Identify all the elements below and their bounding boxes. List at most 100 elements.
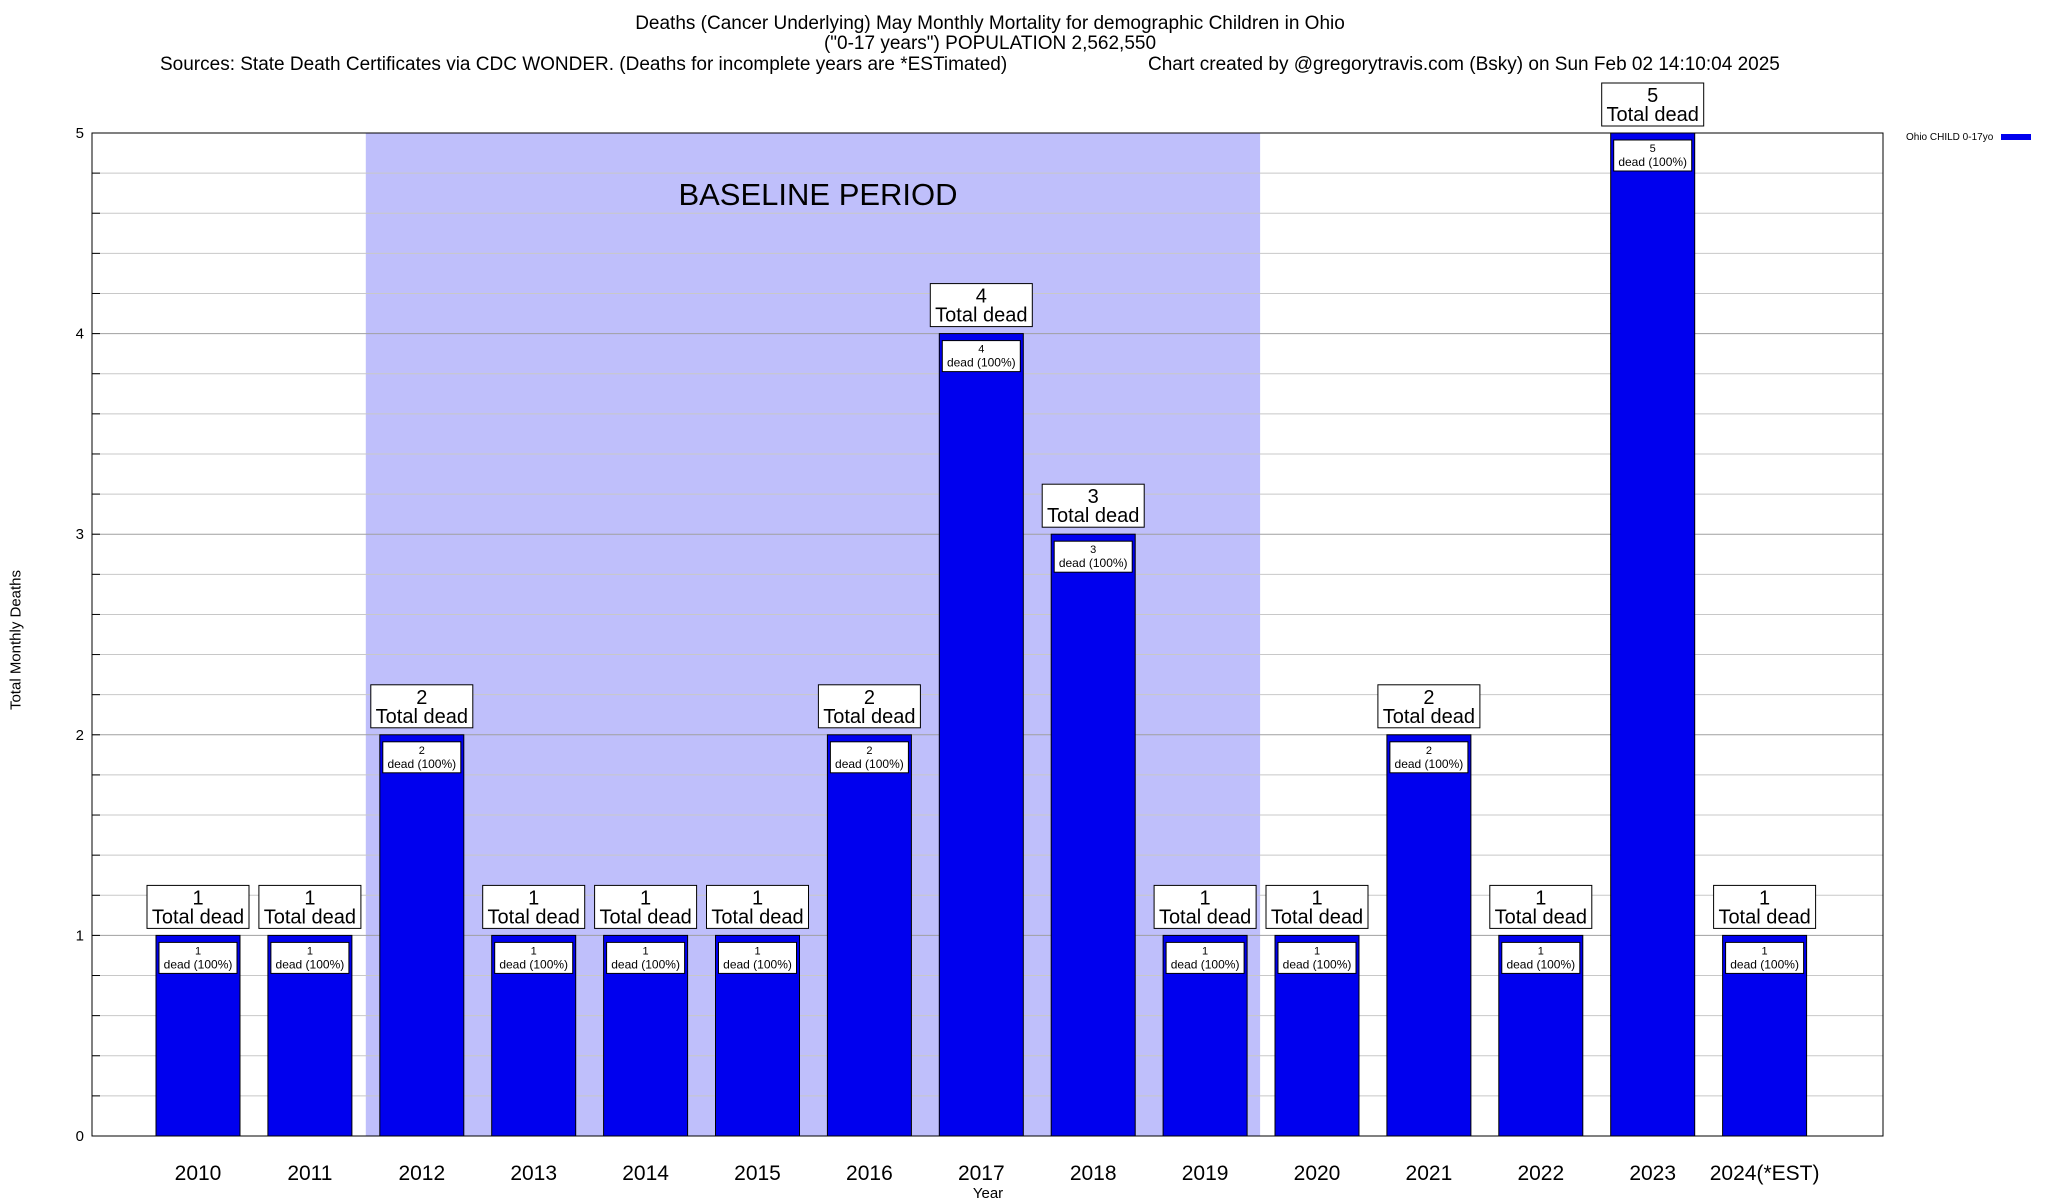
bar-2017	[938, 333, 1024, 1137]
inner-label-box	[1613, 139, 1693, 172]
total-label-count: 4	[976, 286, 987, 308]
inner-label-text: dead (100%)	[723, 957, 792, 971]
x-tick-label: 2011	[287, 1162, 332, 1185]
total-label-count: 1	[304, 887, 315, 909]
plot-frame	[91, 132, 1884, 1137]
total-label-count: 1	[192, 887, 203, 909]
x-tick-label: 2022	[1517, 1162, 1564, 1185]
legend: Ohio CHILD 0-17yo	[1906, 130, 2032, 144]
inner-label-box	[158, 941, 238, 974]
y-tick-label: 1	[76, 927, 84, 944]
inner-label-box	[829, 741, 909, 774]
inner-label-box	[1277, 941, 1357, 974]
y-tick-label: 3	[76, 526, 84, 543]
total-label-text: Total dead	[1718, 906, 1810, 928]
sources-note: Sources: State Death Certificates via CD…	[160, 54, 1008, 75]
inner-label-count: 1	[1314, 945, 1320, 957]
inner-label-text: dead (100%)	[387, 757, 456, 771]
total-label-count: 1	[752, 887, 763, 909]
total-label-text: Total dead	[488, 906, 580, 928]
inner-label-count: 3	[1090, 544, 1096, 556]
total-label-box	[929, 283, 1033, 328]
chart-credit: Chart created by @gregorytravis.com (Bsk…	[1148, 54, 1780, 75]
x-tick-label: 2018	[1070, 1162, 1117, 1185]
total-label-text: Total dead	[1047, 505, 1139, 527]
y-axis-label: Total Monthly Deaths	[7, 569, 25, 711]
x-tick-label: 2013	[510, 1162, 557, 1185]
inner-label-box	[1053, 540, 1133, 573]
inner-label-text: dead (100%)	[835, 757, 904, 771]
total-label-count: 1	[1311, 887, 1322, 909]
total-label-count: 1	[1535, 887, 1546, 909]
inner-label-count: 2	[1426, 745, 1432, 757]
x-tick-label: 2023	[1629, 1162, 1676, 1185]
inner-label-text: dead (100%)	[276, 957, 345, 971]
chart-subtitle: ("0-17 years") POPULATION 2,562,550	[823, 33, 1157, 54]
total-label-text: Total dead	[264, 906, 356, 928]
total-label-count: 1	[640, 887, 651, 909]
total-label-text: Total dead	[376, 706, 468, 728]
total-label-text: Total dead	[1159, 906, 1251, 928]
total-label-text: Total dead	[935, 305, 1027, 327]
bar-2021	[1386, 734, 1472, 1137]
inner-label-count: 1	[195, 945, 201, 957]
total-label-box	[817, 684, 921, 729]
inner-label-count: 5	[1650, 143, 1656, 155]
x-tick-label: 2010	[175, 1162, 222, 1185]
total-label-count: 3	[1088, 486, 1099, 508]
total-label-box	[146, 884, 250, 929]
total-label-count: 2	[1423, 687, 1434, 709]
inner-label-box	[1165, 941, 1245, 974]
x-tick-label: 2017	[958, 1162, 1005, 1185]
inner-label-text: dead (100%)	[164, 957, 233, 971]
inner-label-box	[718, 941, 797, 974]
inner-label-box	[270, 941, 350, 974]
inner-label-text: dead (100%)	[947, 356, 1016, 370]
inner-label-box	[494, 941, 574, 974]
inner-label-count: 1	[1762, 945, 1768, 957]
legend-label: Ohio CHILD 0-17yo	[1906, 131, 1994, 143]
y-tick-label: 4	[76, 326, 84, 343]
y-tick-label: 5	[76, 125, 84, 142]
bar-2016	[826, 734, 912, 1137]
y-tick-label: 2	[76, 727, 84, 744]
x-axis-label: Year	[973, 1185, 1003, 1200]
total-label-box	[1265, 884, 1369, 929]
total-label-box	[1489, 884, 1593, 929]
total-label-box	[482, 884, 586, 929]
total-label-count: 1	[1759, 887, 1770, 909]
inner-label-text: dead (100%)	[1171, 957, 1240, 971]
inner-label-box	[941, 340, 1021, 373]
inner-label-box	[382, 741, 462, 774]
inner-label-text: dead (100%)	[1618, 155, 1687, 169]
inner-label-count: 4	[978, 344, 984, 356]
inner-label-text: dead (100%)	[1059, 556, 1128, 570]
x-tick-label: 2012	[398, 1162, 445, 1185]
bar-2012	[379, 734, 465, 1137]
x-tick-label: 2016	[846, 1162, 893, 1185]
inner-label-count: 1	[754, 945, 760, 957]
total-label-box	[706, 884, 809, 929]
chart-title: Deaths (Cancer Underlying) May Monthly M…	[635, 13, 1345, 34]
total-label-box	[594, 884, 698, 929]
total-label-count: 2	[416, 687, 427, 709]
x-tick-label: 2024(*EST)	[1710, 1162, 1820, 1185]
inner-label-count: 1	[643, 945, 649, 957]
inner-label-box	[606, 941, 686, 974]
total-label-text: Total dead	[599, 906, 691, 928]
total-label-text: Total dead	[152, 906, 244, 928]
x-tick-label: 2015	[734, 1162, 781, 1185]
x-tick-label: 2014	[622, 1162, 669, 1185]
inner-label-text: dead (100%)	[1283, 957, 1352, 971]
inner-label-box	[1501, 941, 1581, 974]
total-label-box	[1041, 483, 1145, 528]
total-label-count: 1	[528, 887, 539, 909]
total-label-box	[258, 884, 362, 929]
inner-label-count: 1	[1538, 945, 1544, 957]
legend-swatch	[2001, 134, 2032, 140]
total-label-text: Total dead	[711, 906, 803, 928]
total-label-box	[1601, 82, 1705, 127]
total-label-count: 1	[1200, 887, 1211, 909]
inner-label-count: 2	[419, 745, 425, 757]
total-label-text: Total dead	[823, 706, 915, 728]
